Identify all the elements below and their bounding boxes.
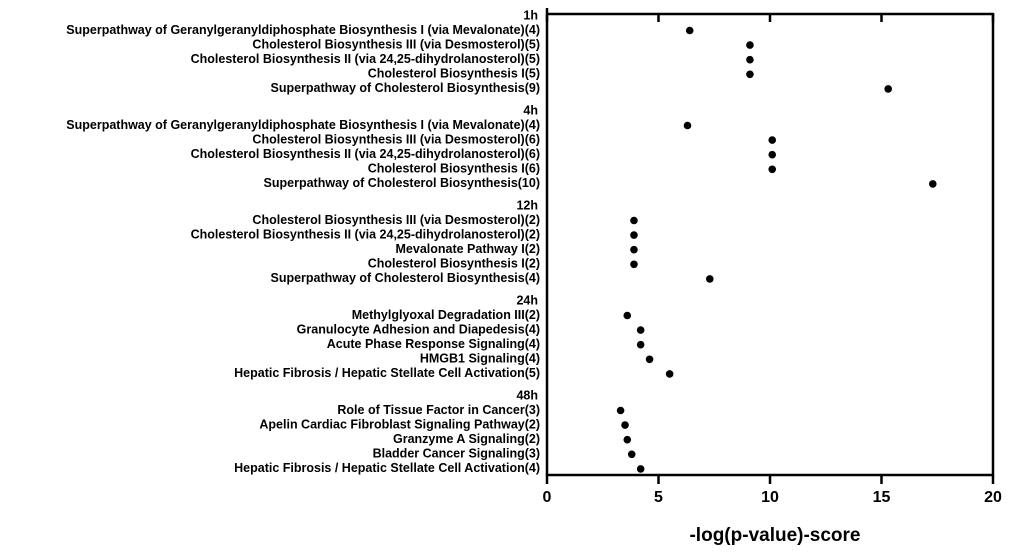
- group-label: 12h: [516, 198, 538, 212]
- dot: [630, 245, 638, 254]
- category-label: Cholesterol Biosynthesis III (via Desmos…: [252, 37, 540, 51]
- dot: [630, 260, 638, 269]
- dot: [636, 326, 645, 334]
- dot: [630, 216, 638, 225]
- group-label: 4h: [523, 103, 538, 117]
- dot: [884, 85, 892, 93]
- category-label: Mevalonate Pathway I(2): [396, 242, 541, 256]
- category-label: Cholesterol Biosynthesis III (via Desmos…: [252, 213, 540, 227]
- category-label: Bladder Cancer Signaling(3): [373, 447, 540, 461]
- dot: [746, 70, 754, 79]
- dot: [746, 55, 754, 64]
- category-label: Superpathway of Cholesterol Biosynthesis…: [264, 176, 540, 190]
- dot: [665, 370, 674, 378]
- x-tick-label: 5: [654, 489, 663, 506]
- category-label: Cholesterol Biosynthesis II (via 24,25-d…: [191, 52, 540, 66]
- category-label: Apelin Cardiac Fibroblast Signaling Path…: [259, 417, 540, 431]
- category-label: Acute Phase Response Signaling(4): [327, 337, 540, 351]
- group-label: 48h: [516, 388, 538, 402]
- dot: [621, 421, 629, 429]
- category-label: Cholesterol Biosynthesis I(6): [368, 162, 540, 176]
- category-label: Hepatic Fibrosis / Hepatic Stellate Cell…: [234, 366, 540, 380]
- x-tick-label: 10: [761, 489, 779, 506]
- category-label: HMGB1 Signaling(4): [420, 352, 540, 366]
- dot: [768, 165, 777, 174]
- category-label: Cholesterol Biosynthesis III (via Desmos…: [252, 132, 540, 146]
- dot: [623, 311, 632, 320]
- dot: [636, 340, 645, 349]
- dot: [623, 435, 632, 444]
- dot: [685, 26, 694, 35]
- category-label: Methylglyoxal Degradation III(2): [352, 308, 540, 322]
- dot: [928, 180, 937, 188]
- group-label: 24h: [516, 293, 538, 307]
- dot: [627, 450, 636, 459]
- category-label: Role of Tissue Factor in Cancer(3): [337, 403, 540, 417]
- category-label: Cholesterol Biosynthesis II (via 24,25-d…: [191, 147, 540, 161]
- category-label: Superpathway of Geranylgeranyldiphosphat…: [66, 118, 540, 132]
- dot: [705, 275, 714, 283]
- dot: [636, 465, 645, 473]
- category-label: Superpathway of Cholesterol Biosynthesis…: [271, 271, 541, 285]
- dot: [630, 231, 638, 239]
- dot: [768, 136, 777, 144]
- category-label: Cholesterol Biosynthesis II (via 24,25-d…: [191, 227, 540, 241]
- category-label: Superpathway of Geranylgeranyldiphosphat…: [66, 23, 540, 37]
- dot: [683, 121, 692, 130]
- category-label: Cholesterol Biosynthesis I(5): [368, 67, 540, 81]
- x-tick-label: 15: [873, 489, 891, 506]
- dot: [616, 406, 625, 415]
- category-label: Granzyme A Signaling(2): [393, 432, 540, 446]
- category-label: Cholesterol Biosynthesis I(2): [368, 257, 540, 271]
- x-tick-label: 0: [543, 489, 552, 506]
- x-axis-label: -log(p-value)-score: [689, 525, 860, 546]
- category-label: Hepatic Fibrosis / Hepatic Stellate Cell…: [234, 461, 540, 475]
- category-label: Superpathway of Cholesterol Biosynthesis…: [271, 81, 541, 95]
- dot: [645, 355, 654, 364]
- group-label: 1h: [523, 8, 538, 22]
- dot: [768, 150, 777, 159]
- dot: [746, 41, 754, 49]
- category-label: Granulocyte Adhesion and Diapedesis(4): [297, 322, 540, 336]
- x-tick-label: 20: [984, 489, 1002, 506]
